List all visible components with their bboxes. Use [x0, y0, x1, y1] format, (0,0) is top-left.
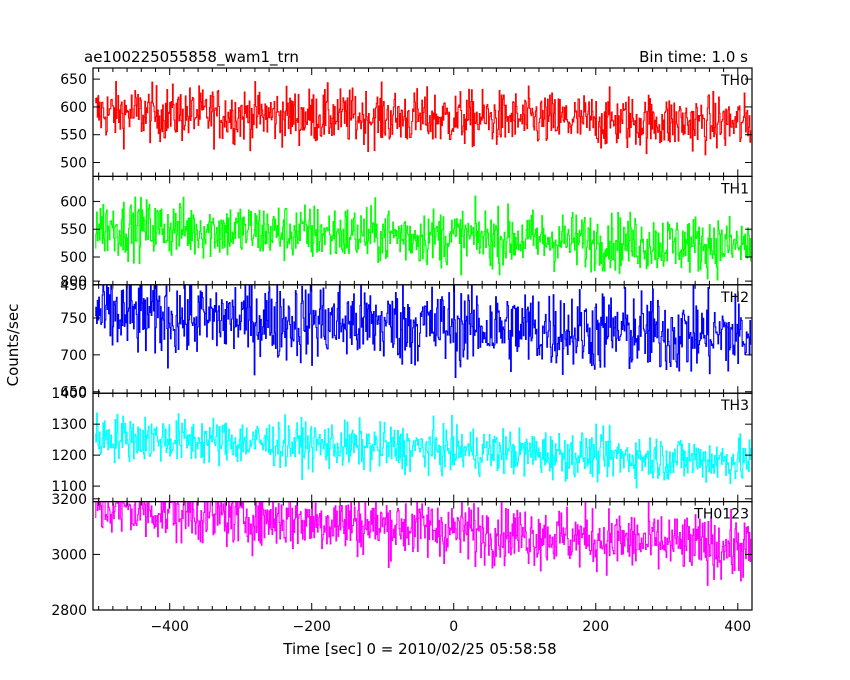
y-tick-label: 600	[60, 194, 87, 210]
bin-time-label: Bin time: 1.0 s	[639, 48, 748, 66]
y-tick-label: 700	[60, 348, 87, 364]
series-line-th3	[95, 412, 752, 489]
x-tick-label: 200	[582, 619, 609, 635]
x-tick-label: −400	[150, 619, 188, 635]
panel-th2: 650 700 750 800 TH2	[60, 274, 753, 401]
y-tick-label: 1200	[51, 448, 87, 464]
y-tick-label: 800	[60, 274, 87, 290]
panel-th0123: 2800 3000 3200 TH0123	[51, 492, 753, 619]
panel-label-th0123: TH0123	[693, 507, 749, 523]
panel-th3: 1100 1200 1300 1400 TH3	[51, 386, 753, 503]
y-tick-label: 2800	[51, 603, 87, 619]
panel-frame	[92, 501, 753, 611]
panels-group: 500 550 600 650 TH0 450 500 550 600 TH1 650 700 750 8…	[51, 67, 753, 619]
panel-label-th1: TH1	[720, 181, 749, 197]
y-tick-label: 550	[60, 222, 87, 238]
y-tick-label: 550	[60, 128, 87, 144]
x-tick-label: 0	[449, 619, 458, 635]
x-tick-label: −200	[292, 619, 330, 635]
y-tick-label: 1400	[51, 386, 87, 402]
panel-label-th3: TH3	[720, 398, 749, 414]
panel-th1: 450 500 550 600 TH1	[60, 175, 753, 294]
y-tick-label: 650	[60, 72, 87, 88]
y-tick-label: 1100	[51, 479, 87, 495]
y-tick-label: 750	[60, 311, 87, 327]
x-axis: −400 −200 0 200 400	[150, 619, 751, 635]
y-tick-label: 500	[60, 156, 87, 172]
panel-label-th2: TH2	[720, 290, 749, 306]
y-axis-label: Counts/sec	[4, 304, 22, 387]
series-line-th0123	[95, 501, 752, 586]
panel-th0: 500 550 600 650 TH0	[60, 67, 753, 178]
y-tick-label: 500	[60, 250, 87, 266]
y-tick-label: 1300	[51, 417, 87, 433]
panel-label-th0: TH0	[720, 73, 749, 89]
series-line-th2	[95, 284, 752, 378]
x-axis-label: Time [sec] 0 = 2010/02/25 05:58:58	[282, 640, 556, 658]
y-tick-label: 650	[60, 385, 87, 401]
y-tick-label: 600	[60, 100, 87, 116]
chart-title: ae100225055858_wam1_trn	[84, 48, 299, 67]
y-tick-label: 3200	[51, 492, 87, 508]
series-line-th1	[95, 195, 752, 281]
series-line-th0	[95, 80, 752, 156]
y-tick-label: 3000	[51, 547, 87, 563]
x-tick-label: 400	[724, 619, 751, 635]
y-tick-label: 450	[60, 278, 87, 294]
